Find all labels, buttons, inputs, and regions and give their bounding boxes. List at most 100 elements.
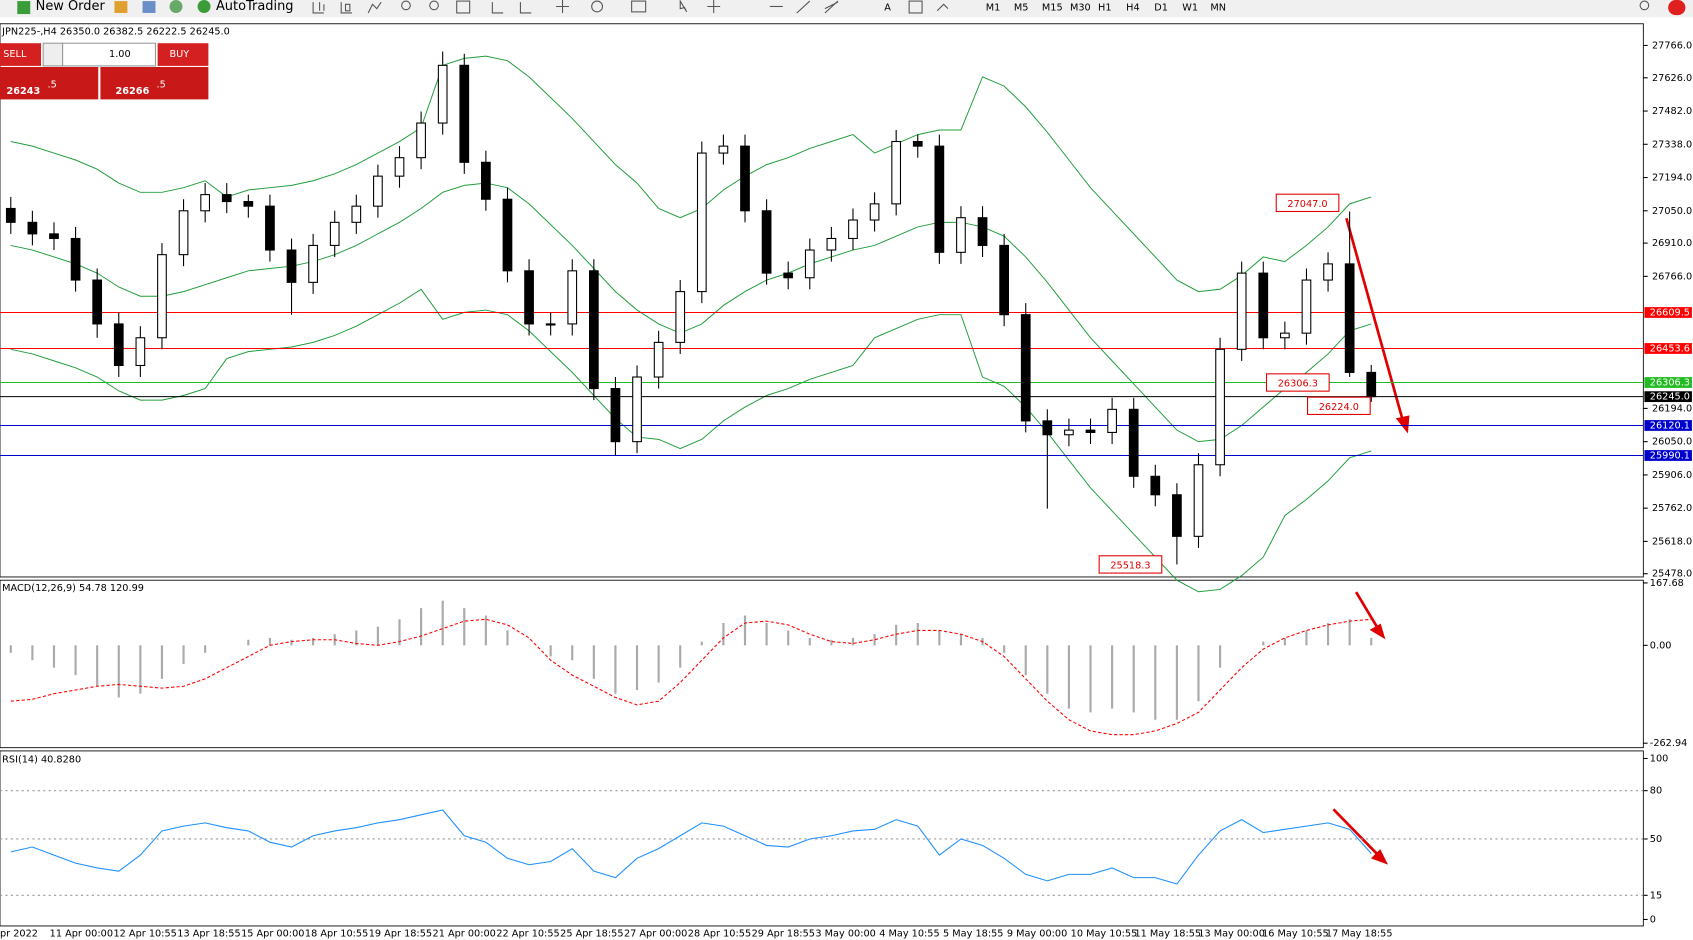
- level-label: 26245.0: [1650, 392, 1690, 403]
- buy-price-box[interactable]: [100, 66, 209, 100]
- timeframe-button[interactable]: H1: [1098, 3, 1111, 14]
- x-tick-label: 11 Apr 00:00: [50, 929, 113, 940]
- trend-arrows: [1332, 217, 1410, 865]
- x-tick-label: 15 Apr 00:00: [241, 929, 304, 940]
- candle-body: [265, 205, 275, 251]
- timeframe-button[interactable]: D1: [1154, 3, 1168, 14]
- x-tick-label: 18 Apr 10:55: [305, 929, 368, 940]
- level-label-bg: [1644, 343, 1692, 354]
- timeframe-button[interactable]: M1: [986, 3, 1001, 14]
- candle-body: [1172, 494, 1182, 537]
- x-tick-label: 17 May 18:55: [1326, 929, 1393, 940]
- sell-price-box[interactable]: [0, 66, 99, 100]
- icon[interactable]: [169, 0, 183, 13]
- buy-button[interactable]: [157, 43, 209, 66]
- candle-body: [459, 64, 470, 163]
- level-label-bg: [1644, 377, 1692, 388]
- candle-body: [912, 140, 923, 147]
- x-tick-label: 28 Apr 10:55: [688, 929, 751, 940]
- icon[interactable]: [114, 1, 128, 13]
- timeframe-button[interactable]: M30: [1070, 3, 1091, 14]
- annotation-box: [1307, 396, 1371, 416]
- macd-title: MACD(12,26,9) 54.78 120.99: [2, 583, 144, 594]
- candle-body: [5, 207, 16, 223]
- timeframe-button[interactable]: W1: [1182, 3, 1198, 14]
- timeframe-button[interactable]: M5: [1014, 3, 1029, 14]
- lot-input[interactable]: [62, 42, 157, 67]
- rsi-title: RSI(14) 40.8280: [2, 755, 81, 766]
- y-tick-label: 27194.0: [1652, 173, 1692, 184]
- candle-body: [999, 244, 1009, 316]
- y-tick-label: 15: [1650, 890, 1662, 901]
- candle-body: [1150, 475, 1161, 496]
- sell-label[interactable]: SELL: [3, 49, 27, 60]
- svg-text:A: A: [884, 3, 891, 14]
- candle-body: [696, 152, 707, 293]
- alert-badge[interactable]: [1668, 0, 1686, 16]
- y-tick-label: 25762.0: [1652, 503, 1692, 514]
- candle-body: [804, 249, 815, 279]
- annotation-label: 25518.3: [1110, 561, 1150, 572]
- sell-price-fraction[interactable]: .5: [48, 79, 57, 90]
- timeframe-button[interactable]: M15: [1042, 3, 1063, 14]
- bollinger-lower: [10, 288, 1372, 593]
- bollinger-middle: [10, 182, 1372, 443]
- lot-down[interactable]: [42, 42, 64, 67]
- candle-body: [977, 217, 988, 246]
- level-label-bg: [1644, 420, 1692, 431]
- x-tick-label: 21 Apr 00:00: [433, 929, 496, 940]
- new-order-button[interactable]: New Order: [36, 0, 106, 14]
- level-label: 26306.3: [1650, 377, 1690, 388]
- candle-body: [826, 237, 837, 251]
- order-panel: SELL 1.00 BUY 26243 .5 26266 .5: [0, 42, 209, 100]
- x-tick-label: 16 May 10:55: [1262, 929, 1329, 940]
- y-tick-label: 25906.0: [1652, 470, 1692, 481]
- level-label: 26453.6: [1650, 343, 1690, 354]
- icon[interactable]: [142, 1, 156, 13]
- auto-trading-icon[interactable]: [197, 0, 211, 13]
- sell-price[interactable]: 26243: [6, 86, 40, 97]
- annotation-label: 26224.0: [1319, 402, 1359, 413]
- candle-body: [524, 270, 534, 325]
- candle-body: [1128, 408, 1139, 477]
- lot-value[interactable]: 1.00: [109, 49, 131, 60]
- candle-body: [934, 145, 945, 253]
- buy-price-fraction[interactable]: .5: [157, 79, 166, 90]
- candle-body: [308, 244, 318, 283]
- level-label: 25990.1: [1650, 450, 1690, 461]
- y-tick-label: 26766.0: [1652, 271, 1692, 282]
- level-label-bg: [1644, 307, 1692, 318]
- macd-signal: [10, 618, 1372, 736]
- y-tick-label: 26194.0: [1652, 403, 1692, 414]
- candle-body: [891, 140, 902, 205]
- y-tick-label: 25618.0: [1652, 536, 1692, 547]
- candle-body: [1280, 332, 1290, 339]
- sell-button[interactable]: [0, 43, 42, 66]
- annotation-box: [1098, 555, 1163, 574]
- buy-price[interactable]: 26266: [116, 86, 150, 97]
- candle-body: [416, 122, 426, 159]
- candle-body: [178, 210, 189, 256]
- x-tick-label: 12 Apr 10:55: [113, 929, 176, 940]
- x-tick-label: 29 Apr 18:55: [752, 929, 815, 940]
- y-tick-label: 26910.0: [1652, 238, 1692, 249]
- candle-body: [221, 194, 232, 203]
- timeframe-button[interactable]: H4: [1126, 3, 1139, 14]
- candle-body: [588, 270, 599, 390]
- y-tick-label: 80: [1650, 786, 1662, 797]
- auto-trading-button[interactable]: AutoTrading: [216, 0, 294, 14]
- candle-body: [632, 376, 642, 443]
- y-tick-label: 25478.0: [1652, 569, 1692, 580]
- buy-label[interactable]: BUY: [170, 49, 190, 60]
- y-tick-label: -262.94: [1650, 738, 1688, 749]
- tool-icons[interactable]: A: [312, 0, 1650, 14]
- new-order-icon[interactable]: [17, 1, 31, 15]
- x-tick-label: 13 May 00:00: [1198, 929, 1265, 940]
- x-tick-label: 3 May 00:00: [815, 929, 875, 940]
- timeframe-button[interactable]: MN: [1210, 3, 1226, 14]
- candle-body: [329, 221, 340, 246]
- x-tick-label: 9 May 00:00: [1007, 929, 1067, 940]
- level-label-bg: [1644, 391, 1692, 403]
- candle-body: [675, 291, 686, 343]
- candle-body: [373, 175, 383, 207]
